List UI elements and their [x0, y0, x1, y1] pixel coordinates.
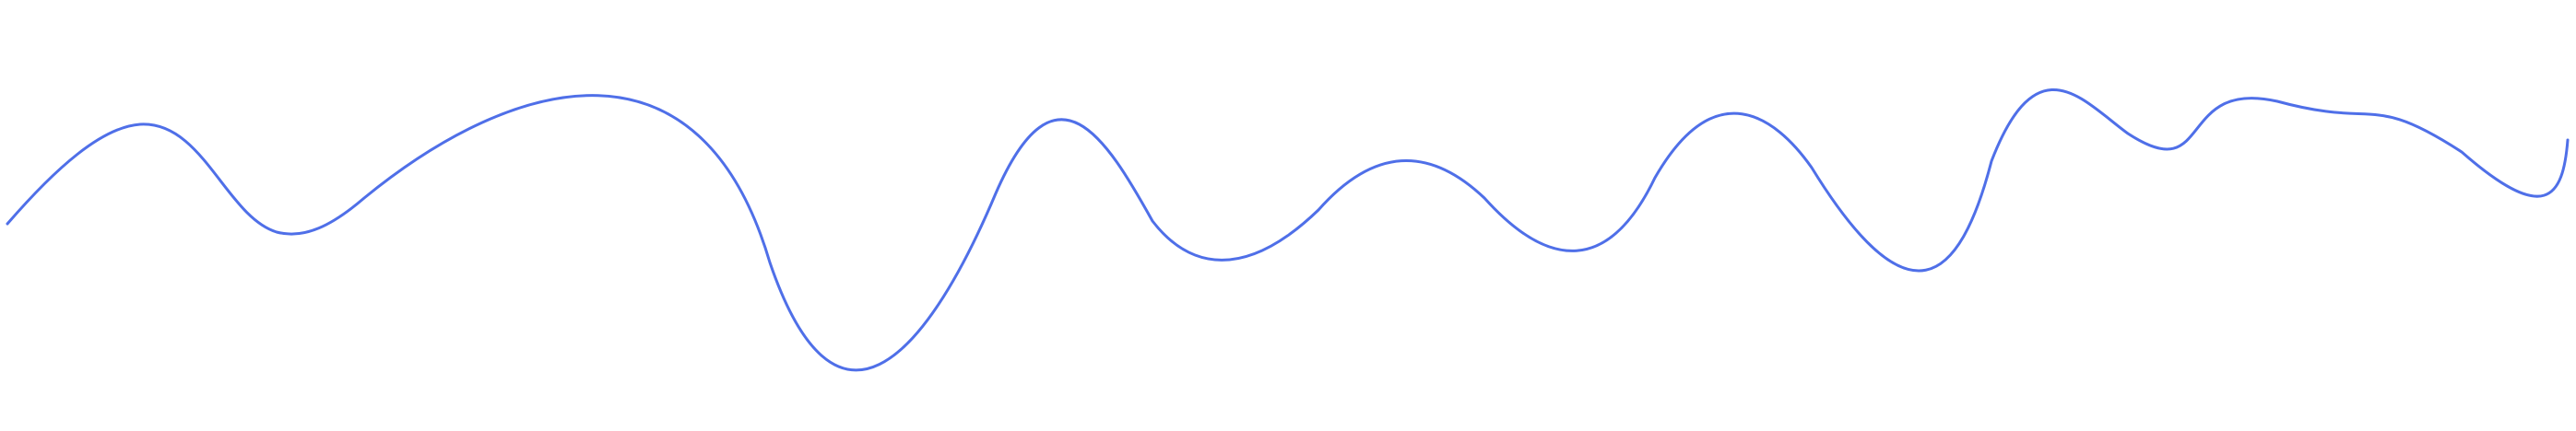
wave-line	[6, 88, 2570, 372]
